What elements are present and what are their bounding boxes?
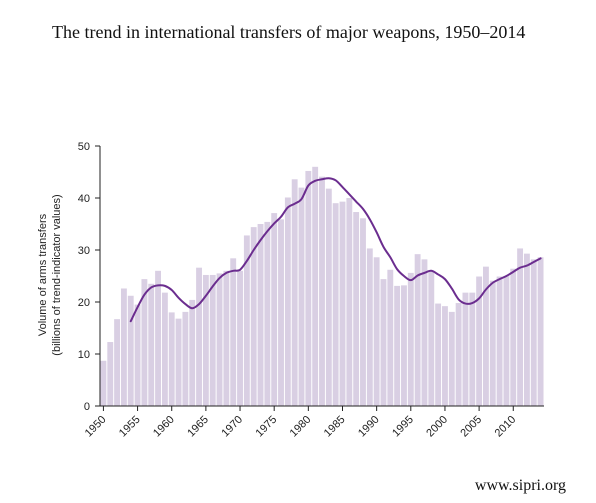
y-tick-label: 50 <box>78 141 90 153</box>
bar-1955 <box>134 304 141 406</box>
bar-1960 <box>168 312 175 406</box>
bar-2004 <box>469 292 476 406</box>
bar-2007 <box>489 280 496 406</box>
trend-line <box>129 177 542 323</box>
x-axis-ticks: 1950 1955 1960 1965 1970 1975 1980 1985 1990 1995… <box>83 406 519 440</box>
bar-1968 <box>223 270 230 406</box>
bar-1978 <box>291 179 298 406</box>
x-tick-label: 1975 <box>254 414 280 440</box>
bar-2008 <box>496 276 503 406</box>
bar-1957 <box>148 283 155 406</box>
x-tick-label: 1995 <box>390 414 416 440</box>
x-tick-label: 1960 <box>151 414 177 440</box>
x-tick-label: 1950 <box>83 414 109 440</box>
bar-1950 <box>100 360 107 406</box>
bar-1961 <box>175 318 182 406</box>
bar-1985 <box>339 201 346 406</box>
bar-1984 <box>332 203 339 406</box>
bar-1991 <box>380 279 387 406</box>
bar-1986 <box>346 198 353 406</box>
bar-1952 <box>114 319 121 406</box>
bar-1979 <box>298 187 305 406</box>
bar-1967 <box>216 273 223 406</box>
bar-2009 <box>503 276 510 406</box>
x-tick-label: 2010 <box>493 414 519 440</box>
bar-1980 <box>305 170 312 406</box>
y-tick-label: 10 <box>78 349 90 361</box>
bar-1983 <box>325 188 332 406</box>
bar-1998 <box>428 271 435 406</box>
bar-2000 <box>442 306 448 406</box>
bar-2003 <box>462 292 469 406</box>
bar-1990 <box>373 257 380 406</box>
y-axis-label-line-2: (billions of trend-indicator values) <box>51 194 63 355</box>
bar-1994 <box>401 285 407 406</box>
bar-1972 <box>250 227 257 406</box>
bar-1956 <box>141 279 148 406</box>
axes <box>99 146 544 407</box>
bar-2001 <box>448 311 455 406</box>
x-tick-label: 1990 <box>356 414 382 440</box>
bar-1999 <box>435 303 442 406</box>
bar-1970 <box>237 270 243 406</box>
bar-1958 <box>155 270 161 406</box>
y-axis-ticks: 0 10 20 30 40 50 <box>78 141 100 413</box>
bar-1974 <box>264 221 271 406</box>
bar-1959 <box>161 292 168 406</box>
y-axis-label-line-1: Volume of arms transfers <box>37 213 49 336</box>
bar-series <box>100 166 544 406</box>
y-tick-label: 0 <box>84 401 90 413</box>
bar-1973 <box>257 224 264 406</box>
x-tick-label: 2005 <box>458 414 484 440</box>
bar-1976 <box>278 219 284 406</box>
bar-1996 <box>414 254 421 406</box>
bar-2012 <box>523 253 530 406</box>
bar-2014 <box>537 257 544 406</box>
bar-1965 <box>202 274 209 406</box>
bar-1951 <box>107 342 114 406</box>
x-tick-label: 1955 <box>117 414 143 440</box>
bar-1981 <box>312 166 319 406</box>
bar-2006 <box>483 266 489 406</box>
bar-1971 <box>243 235 250 406</box>
bar-1997 <box>421 259 428 406</box>
bar-1969 <box>230 258 237 406</box>
bar-2013 <box>530 259 537 406</box>
y-tick-label: 30 <box>78 245 90 257</box>
bar-1989 <box>366 248 373 406</box>
bar-1964 <box>196 267 202 406</box>
bar-1962 <box>182 311 189 406</box>
bar-1963 <box>189 299 196 406</box>
chart-title: The trend in international transfers of … <box>52 22 526 42</box>
bar-1954 <box>127 295 134 406</box>
bar-2002 <box>455 303 462 406</box>
bar-1975 <box>271 213 278 406</box>
y-tick-label: 20 <box>78 297 90 309</box>
bar-1988 <box>360 218 366 406</box>
x-tick-label: 1980 <box>288 414 314 440</box>
bar-1966 <box>209 274 216 406</box>
source-url: www.sipri.org <box>474 477 566 494</box>
x-tick-label: 1985 <box>322 414 348 440</box>
bar-1995 <box>407 272 414 406</box>
y-axis-label: Volume of arms transfers (billions of tr… <box>37 194 63 355</box>
bar-2010 <box>510 268 517 406</box>
bar-1953 <box>120 288 127 406</box>
bar-1987 <box>353 212 360 406</box>
bar-1993 <box>394 285 401 406</box>
x-tick-label: 1970 <box>219 414 245 440</box>
bar-1992 <box>387 269 394 406</box>
y-tick-label: 40 <box>78 193 90 205</box>
bar-1977 <box>284 197 291 406</box>
bar-1982 <box>319 176 325 406</box>
bar-2005 <box>476 276 483 406</box>
bar-2011 <box>517 248 524 406</box>
x-tick-label: 2000 <box>424 414 450 440</box>
x-tick-label: 1965 <box>185 414 211 440</box>
